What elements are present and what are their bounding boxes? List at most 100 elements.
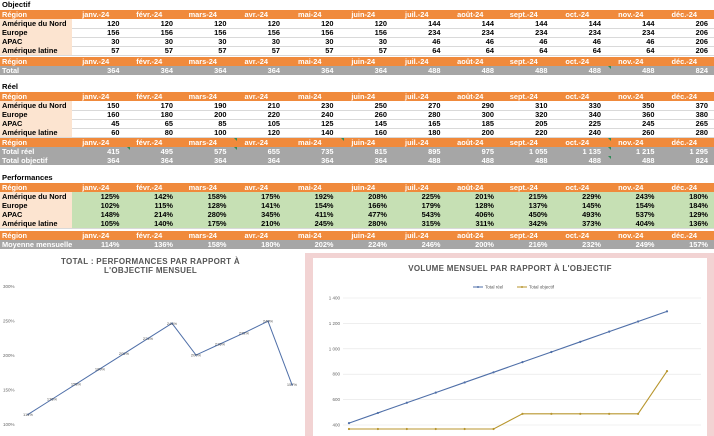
month-header-cell[interactable]: mars-24	[179, 231, 233, 240]
total-value-cell[interactable]: 488	[607, 66, 661, 75]
percent-cell[interactable]: 342%	[500, 219, 554, 228]
total-value-cell[interactable]: 415	[72, 147, 126, 156]
total-value-cell[interactable]: 495	[125, 147, 179, 156]
percent-cell[interactable]: 125%	[72, 192, 126, 201]
percent-cell[interactable]: 280%	[179, 210, 233, 219]
month-header-cell[interactable]: févr.-24	[125, 183, 179, 192]
total-value-cell[interactable]: 232%	[553, 240, 607, 249]
month-header-cell[interactable]: janv.-24	[72, 10, 126, 19]
month-header-cell[interactable]: mai-24	[286, 92, 340, 101]
percent-cell[interactable]: 137%	[500, 201, 554, 210]
value-cell[interactable]: 160	[107, 110, 120, 119]
total-value-cell[interactable]: 246%	[393, 240, 447, 249]
month-header-cell[interactable]: sept.-24	[500, 231, 554, 240]
percent-cell[interactable]: 345%	[232, 210, 286, 219]
total-value-cell[interactable]: 488	[553, 156, 607, 165]
month-header-cell[interactable]: mai-24	[286, 57, 340, 66]
percent-cell[interactable]: 210%	[232, 219, 286, 228]
percent-cell[interactable]: 411%	[286, 210, 340, 219]
value-cell[interactable]: 200	[481, 128, 494, 137]
value-cell[interactable]: 30	[325, 37, 334, 46]
percent-cell[interactable]: 315%	[393, 219, 447, 228]
month-header-cell[interactable]: août-24	[446, 231, 500, 240]
total-value-cell[interactable]: 158%	[179, 240, 233, 249]
value-cell[interactable]: 170	[160, 101, 173, 110]
month-header-cell[interactable]: nov.-24	[607, 138, 661, 147]
value-cell[interactable]: 260	[374, 110, 387, 119]
value-cell[interactable]: 310	[535, 101, 548, 110]
month-header-cell[interactable]: juil.-24	[393, 57, 447, 66]
month-header-cell[interactable]: déc.-24	[660, 231, 714, 240]
month-header-cell[interactable]: nov.-24	[607, 92, 661, 101]
month-header-cell[interactable]: juin-24	[339, 10, 393, 19]
value-cell[interactable]: 270	[428, 101, 441, 110]
region-header-cell[interactable]: Région	[0, 92, 72, 101]
total-value-cell[interactable]: 655	[232, 147, 286, 156]
percent-cell[interactable]: 148%	[72, 210, 126, 219]
value-cell[interactable]: 300	[481, 110, 494, 119]
total-value-cell[interactable]: 895	[393, 147, 447, 156]
value-cell[interactable]: 105	[267, 119, 280, 128]
month-header-cell[interactable]: mai-24	[286, 183, 340, 192]
percent-cell[interactable]: 175%	[179, 219, 233, 228]
total-label-cell[interactable]: Total objectif	[0, 156, 72, 165]
total-value-cell[interactable]: 735	[286, 147, 340, 156]
month-header-cell[interactable]: févr.-24	[125, 57, 179, 66]
total-value-cell[interactable]: 364	[179, 156, 233, 165]
month-header-cell[interactable]: août-24	[446, 92, 500, 101]
month-header-cell[interactable]: févr.-24	[125, 92, 179, 101]
month-header-cell[interactable]: avr.-24	[232, 138, 286, 147]
value-cell[interactable]: 185	[481, 119, 494, 128]
percent-cell[interactable]: 373%	[553, 219, 607, 228]
month-header-cell[interactable]: nov.-24	[607, 183, 661, 192]
volume-chart[interactable]: VOLUME MENSUEL PAR RAPPORT À L'OBJECTIF …	[313, 258, 707, 436]
total-value-cell[interactable]: 488	[446, 156, 500, 165]
month-header-cell[interactable]: nov.-24	[607, 10, 661, 19]
value-cell[interactable]: 180	[160, 110, 173, 119]
value-cell[interactable]: 260	[642, 128, 655, 137]
month-header-cell[interactable]: mars-24	[179, 10, 233, 19]
month-header-cell[interactable]: juin-24	[339, 92, 393, 101]
value-cell[interactable]: 220	[267, 110, 280, 119]
region-label-cell[interactable]: Amérique latine	[0, 46, 72, 55]
value-cell[interactable]: 57	[325, 46, 334, 55]
percent-cell[interactable]: 102%	[72, 201, 126, 210]
value-cell[interactable]: 64	[539, 46, 548, 55]
performance-chart[interactable]: TOTAL : PERFORMANCES PAR RAPPORT À L'OBJ…	[0, 253, 301, 436]
total-value-cell[interactable]: 975	[446, 147, 500, 156]
value-cell[interactable]: 234	[535, 28, 548, 37]
month-header-cell[interactable]: oct.-24	[553, 183, 607, 192]
percent-cell[interactable]: 477%	[339, 210, 393, 219]
value-cell[interactable]: 225	[588, 119, 601, 128]
value-cell[interactable]: 120	[160, 19, 173, 28]
month-header-cell[interactable]: janv.-24	[72, 92, 126, 101]
region-header-cell[interactable]: Région	[0, 183, 72, 192]
value-cell[interactable]: 220	[535, 128, 548, 137]
value-cell[interactable]: 57	[271, 46, 280, 55]
total-value-cell[interactable]: 1 215	[607, 147, 661, 156]
month-header-cell[interactable]: sept.-24	[500, 10, 554, 19]
month-header-cell[interactable]: sept.-24	[500, 92, 554, 101]
month-header-cell[interactable]: juil.-24	[393, 231, 447, 240]
value-cell[interactable]: 120	[107, 19, 120, 28]
total-value-cell[interactable]: 364	[72, 156, 126, 165]
value-cell[interactable]: 144	[481, 19, 494, 28]
value-cell[interactable]: 165	[428, 119, 441, 128]
total-value-cell[interactable]: 202%	[286, 240, 340, 249]
region-label-cell[interactable]: Amérique du Nord	[0, 192, 72, 201]
value-cell[interactable]: 144	[588, 19, 601, 28]
region-label-cell[interactable]: Europe	[0, 201, 72, 210]
total-value-cell[interactable]: 364	[339, 156, 393, 165]
month-header-cell[interactable]: juil.-24	[393, 138, 447, 147]
region-header-cell[interactable]: Région	[0, 57, 72, 66]
total-value-cell[interactable]: 364	[72, 66, 126, 75]
value-cell[interactable]: 206	[695, 28, 708, 37]
percent-cell[interactable]: 128%	[179, 201, 233, 210]
month-header-cell[interactable]: nov.-24	[607, 231, 661, 240]
region-label-cell[interactable]: Amérique latine	[0, 219, 72, 228]
month-header-cell[interactable]: déc.-24	[660, 183, 714, 192]
total-value-cell[interactable]: 488	[500, 66, 554, 75]
value-cell[interactable]: 156	[374, 28, 387, 37]
month-header-cell[interactable]: juin-24	[339, 231, 393, 240]
total-label-cell[interactable]: Total réel	[0, 147, 72, 156]
